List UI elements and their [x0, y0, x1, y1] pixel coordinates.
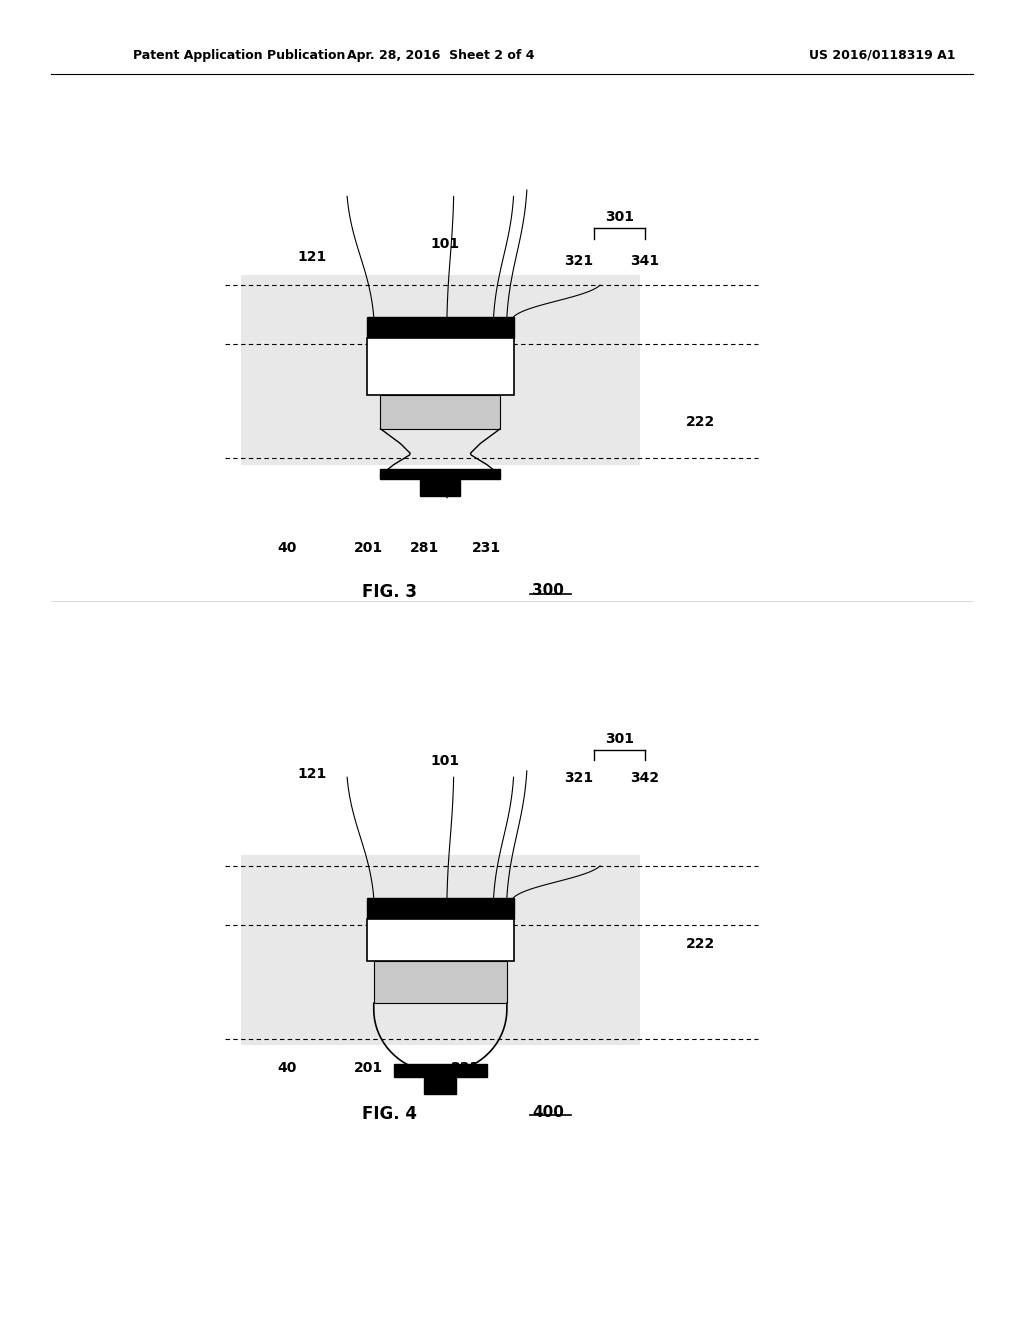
Bar — [241, 855, 640, 1045]
Text: 341: 341 — [630, 253, 658, 268]
Bar — [381, 395, 500, 429]
Text: 201: 201 — [354, 541, 383, 556]
Text: 40: 40 — [278, 1061, 296, 1076]
Text: 321: 321 — [564, 253, 593, 268]
Text: 321: 321 — [564, 771, 593, 785]
Text: 121: 121 — [298, 767, 327, 781]
Bar — [424, 1077, 457, 1094]
Text: 201: 201 — [354, 1061, 383, 1076]
Text: 101: 101 — [431, 754, 460, 768]
Text: 222: 222 — [686, 937, 716, 950]
Bar — [367, 919, 514, 961]
Text: 342: 342 — [630, 771, 658, 785]
Text: Patent Application Publication: Patent Application Publication — [133, 49, 345, 62]
Text: US 2016/0118319 A1: US 2016/0118319 A1 — [809, 49, 955, 62]
Bar — [241, 275, 640, 465]
Text: 40: 40 — [278, 541, 296, 556]
Text: 281: 281 — [411, 541, 439, 556]
Text: 300: 300 — [532, 583, 564, 598]
Text: 101: 101 — [431, 236, 460, 251]
Bar — [420, 479, 461, 496]
Text: 400: 400 — [532, 1105, 564, 1119]
Text: 301: 301 — [605, 210, 634, 224]
Text: Apr. 28, 2016  Sheet 2 of 4: Apr. 28, 2016 Sheet 2 of 4 — [346, 49, 535, 62]
Text: FIG. 4: FIG. 4 — [361, 1105, 417, 1123]
Bar — [381, 469, 500, 479]
Bar — [393, 1064, 487, 1077]
Bar — [374, 961, 507, 1003]
Text: 231: 231 — [452, 1061, 480, 1076]
Text: 231: 231 — [472, 541, 501, 556]
Text: 121: 121 — [298, 249, 327, 264]
Text: 222: 222 — [686, 416, 716, 429]
Bar — [367, 898, 514, 919]
Text: 301: 301 — [605, 731, 634, 746]
Text: FIG. 3: FIG. 3 — [361, 583, 417, 602]
Bar — [367, 317, 514, 338]
Bar — [367, 338, 514, 395]
